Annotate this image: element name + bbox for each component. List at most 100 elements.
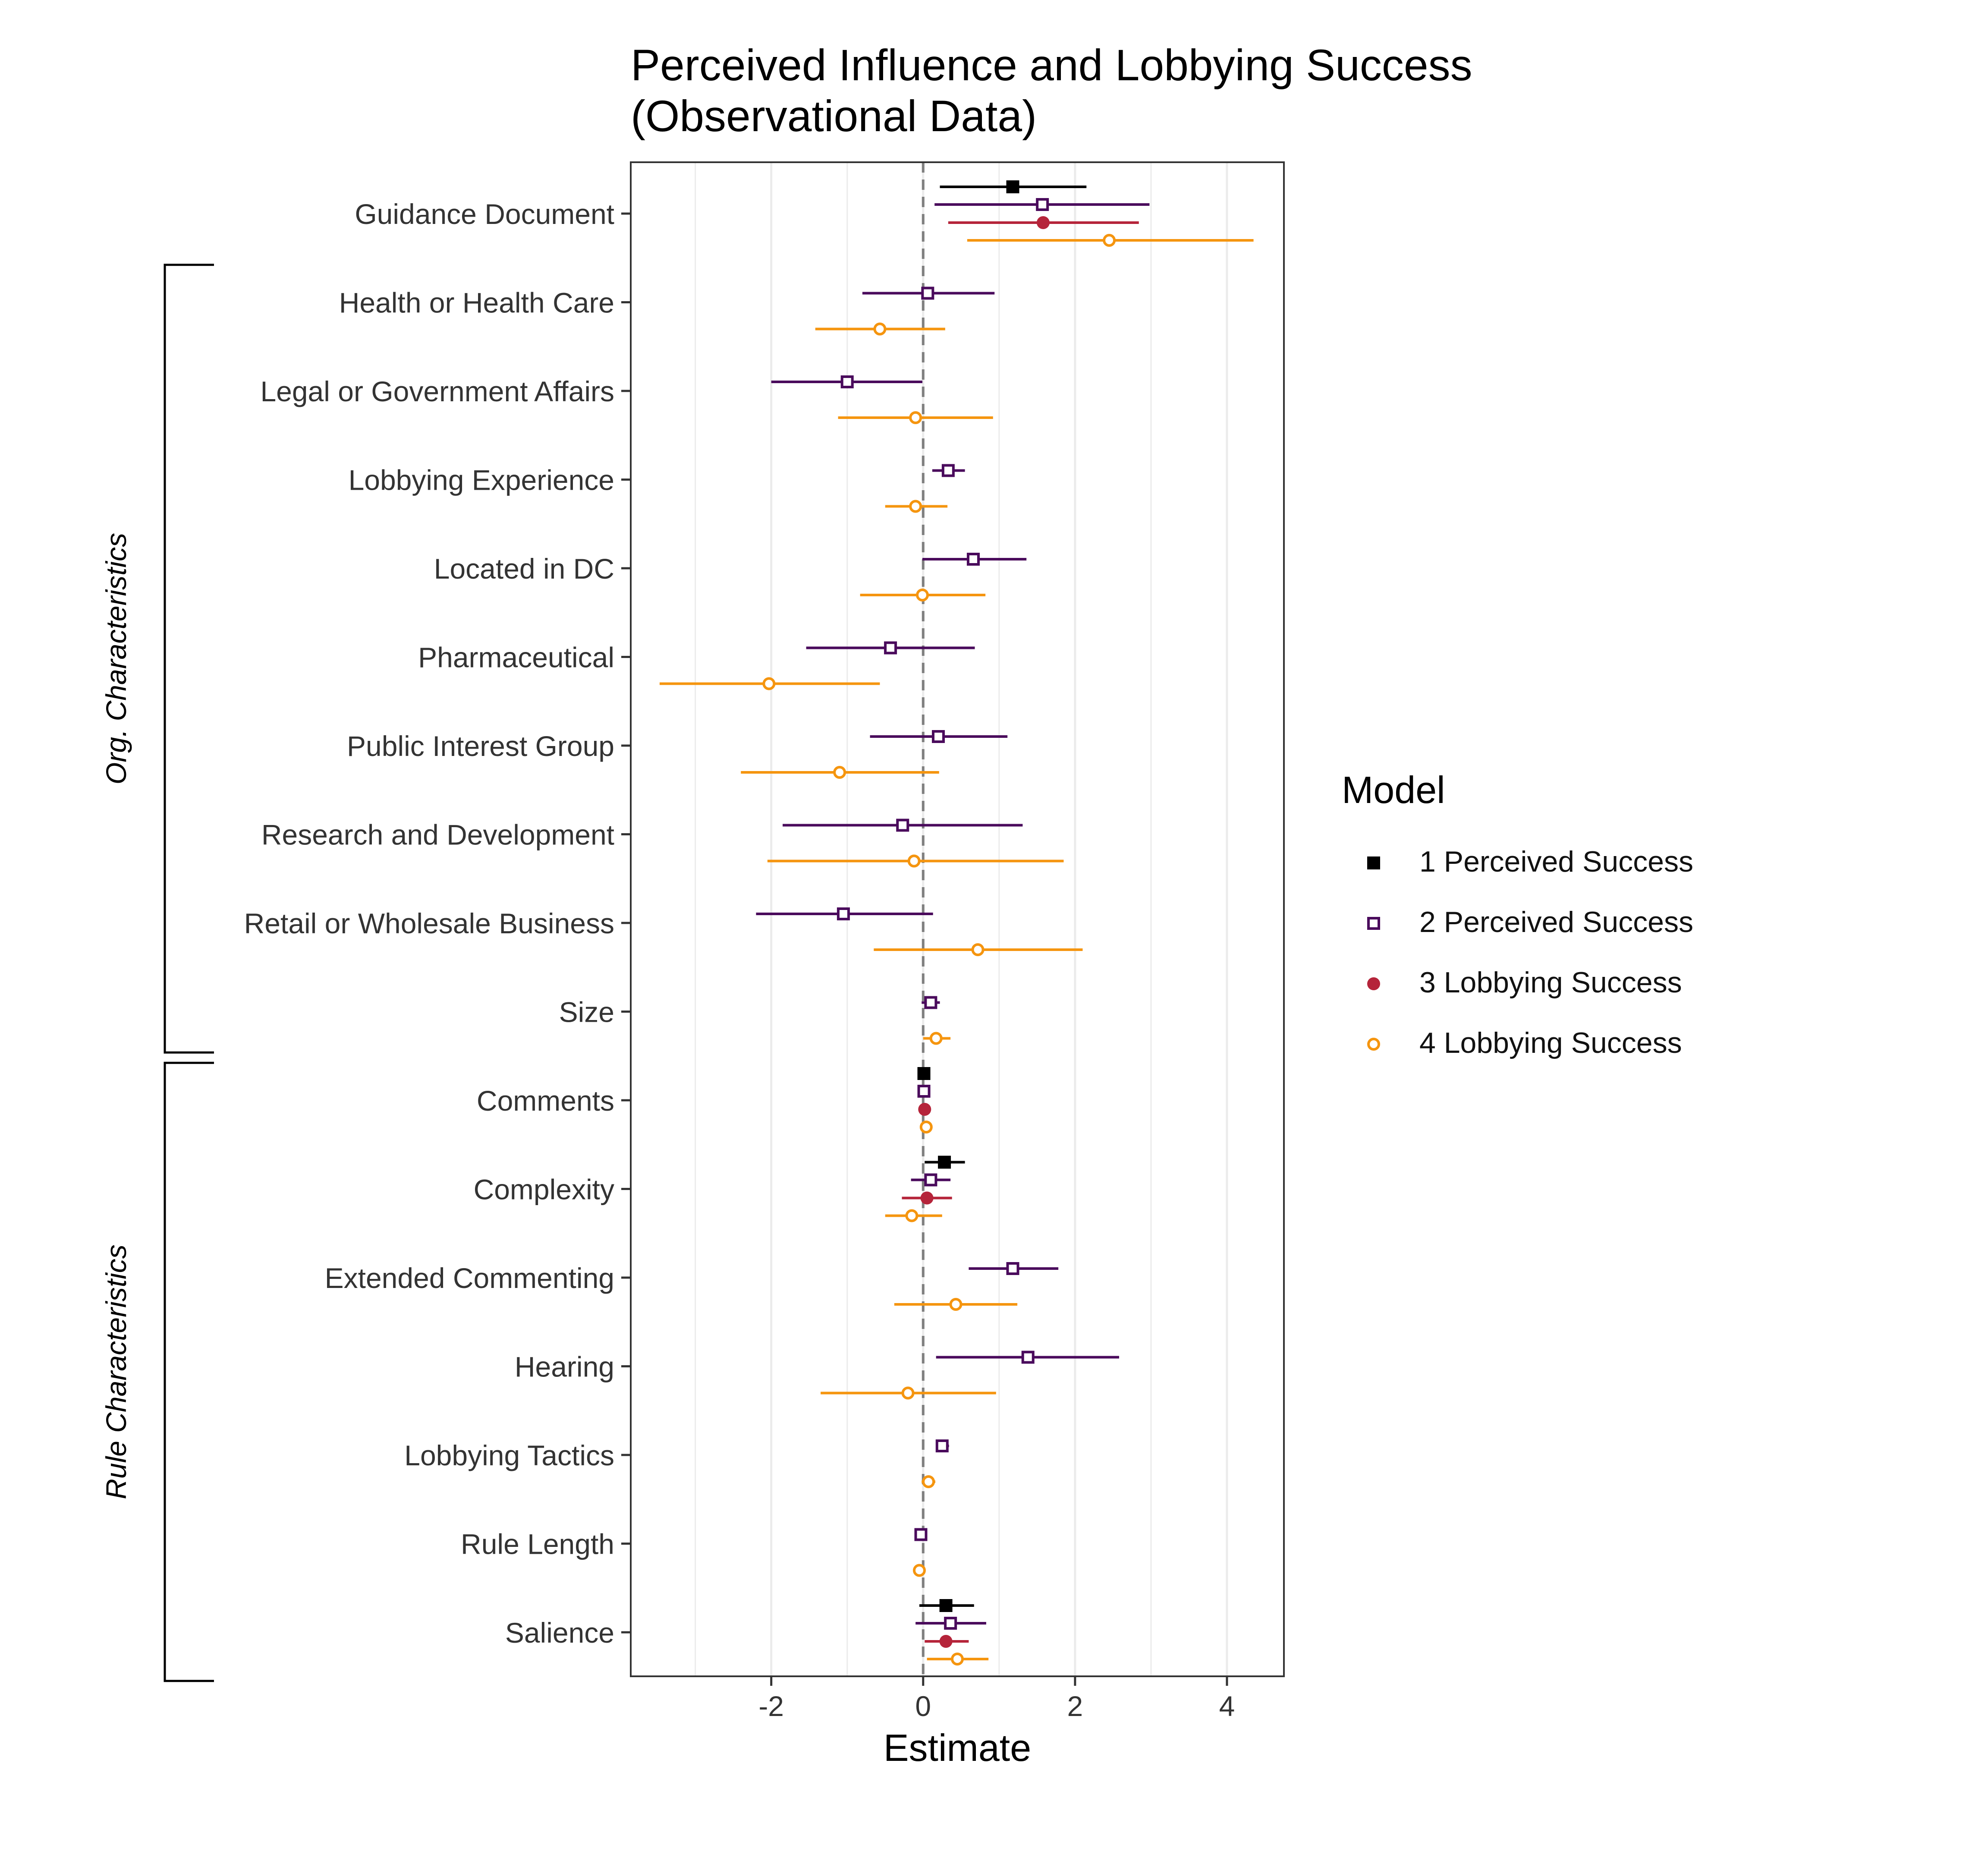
y-tick-label: Salience [505,1617,614,1649]
group-bracket-2: Rule Characteristics [100,1061,214,1682]
y-tick-label: Pharmaceutical [418,642,614,674]
data-point [914,1528,928,1541]
y-tick-label: Lobbying Experience [349,464,614,496]
y-tick-label: Size [559,996,614,1028]
x-tick-label: -2 [758,1690,784,1722]
data-point [1006,1262,1019,1275]
legend: Model 1 Perceived Success 2 Perceived Su… [1342,768,1693,1074]
legend-marker [1367,917,1380,930]
series-4 [659,234,1254,1666]
data-point [909,411,922,424]
legend-marker [1367,856,1380,869]
y-tick-label: Health or Health Care [339,287,614,319]
data-point [941,464,955,477]
legend-title: Model [1342,768,1445,811]
legend-item-2: 2 Perceived Success [1342,893,1693,954]
legend-label-1: 1 Perceived Success [1419,845,1693,878]
y-tick-label: Research and Development [261,819,614,851]
y-tick-label: Legal or Government Affairs [260,375,614,407]
series-1 [917,180,1087,1612]
data-point [909,500,922,513]
data-point [1103,234,1116,247]
y-axis: Guidance Document Health or Health Care Le… [244,198,631,1649]
data-point [833,766,846,779]
data-point [931,730,945,743]
group-label: Org. Characteristics [100,533,132,784]
data-point [1036,216,1050,229]
chart-title-line-2: (Observational Data) [631,91,1037,141]
y-tick-label: Complexity [474,1174,614,1206]
data-point [929,1032,943,1045]
y-tick-label: Guidance Document [355,198,614,230]
data-point [901,1386,915,1400]
data-point [921,287,934,300]
data-point [939,1635,953,1648]
data-point [917,1085,931,1098]
x-tick-label: 0 [915,1690,931,1722]
y-tick-label: Rule Length [461,1528,614,1560]
data-point [919,1121,933,1134]
data-point [922,1475,935,1488]
data-point [873,322,887,336]
gridlines [695,162,1228,1676]
data-point [944,1617,957,1630]
x-tick-label: 2 [1067,1690,1083,1722]
legend-marker [1367,1038,1380,1051]
data-point [938,1156,951,1169]
data-point [840,375,854,388]
data-point [1036,198,1049,211]
y-tick-label: Retail or Wholesale Business [244,907,614,939]
data-point [905,1209,919,1222]
chart-title: Perceived Influence and Lobbying Success… [631,40,1472,142]
legend-label-2: 2 Perceived Success [1419,906,1693,938]
y-tick-label: Lobbying Tactics [404,1439,614,1471]
y-tick-label: Public Interest Group [347,730,614,762]
legend-label-3: 3 Lobbying Success [1419,966,1682,999]
legend-label-4: 4 Lobbying Success [1419,1026,1682,1059]
data-point [949,1298,963,1311]
bracket-line [164,1061,214,1682]
data-point [907,854,921,868]
legend-item-1: 1 Perceived Success [1342,833,1693,893]
x-axis-label: Estimate [883,1726,1032,1769]
data-point [762,677,776,690]
x-tick-label: 4 [1219,1690,1235,1722]
data-point [896,819,909,832]
data-point [916,589,929,601]
data-point [912,1564,926,1577]
plot-panel-border [630,161,1285,1677]
data-point [884,641,897,655]
data-point [917,1067,931,1080]
y-tick-label: Extended Commenting [325,1262,614,1294]
data-point [939,1599,953,1612]
y-tick-label: Comments [477,1085,614,1117]
chart-title-line-1: Perceived Influence and Lobbying Success [631,41,1472,90]
series-3 [902,216,1139,1648]
data-point [1006,180,1019,193]
data-point [1021,1351,1035,1364]
data-point [935,1439,949,1452]
data-point [966,553,980,566]
bracket-line [164,264,214,1054]
group-label: Rule Characteristics [100,1244,132,1499]
y-tick-label: Located in DC [434,553,614,585]
legend-key-filled-circle [1367,977,1380,990]
legend-key-filled-square [1367,856,1380,869]
legend-key-open-square [1367,917,1380,930]
legend-marker [1367,977,1380,990]
data-point [924,1173,937,1187]
data-point [951,1653,964,1666]
legend-item-4: 4 Lobbying Success [1342,1014,1682,1074]
series-2 [756,198,1150,1630]
data-point [920,1191,934,1205]
legend-item-3: 3 Lobbying Success [1342,954,1682,1014]
data-point [971,943,985,956]
data-point [924,996,937,1009]
x-axis: -2 0 2 4 [758,1676,1235,1722]
legend-key-open-circle [1367,1038,1380,1051]
y-tick-label: Hearing [515,1351,614,1383]
data-point [837,907,850,920]
group-bracket-1: Org. Characteristics [100,264,214,1054]
data-point [918,1103,931,1116]
